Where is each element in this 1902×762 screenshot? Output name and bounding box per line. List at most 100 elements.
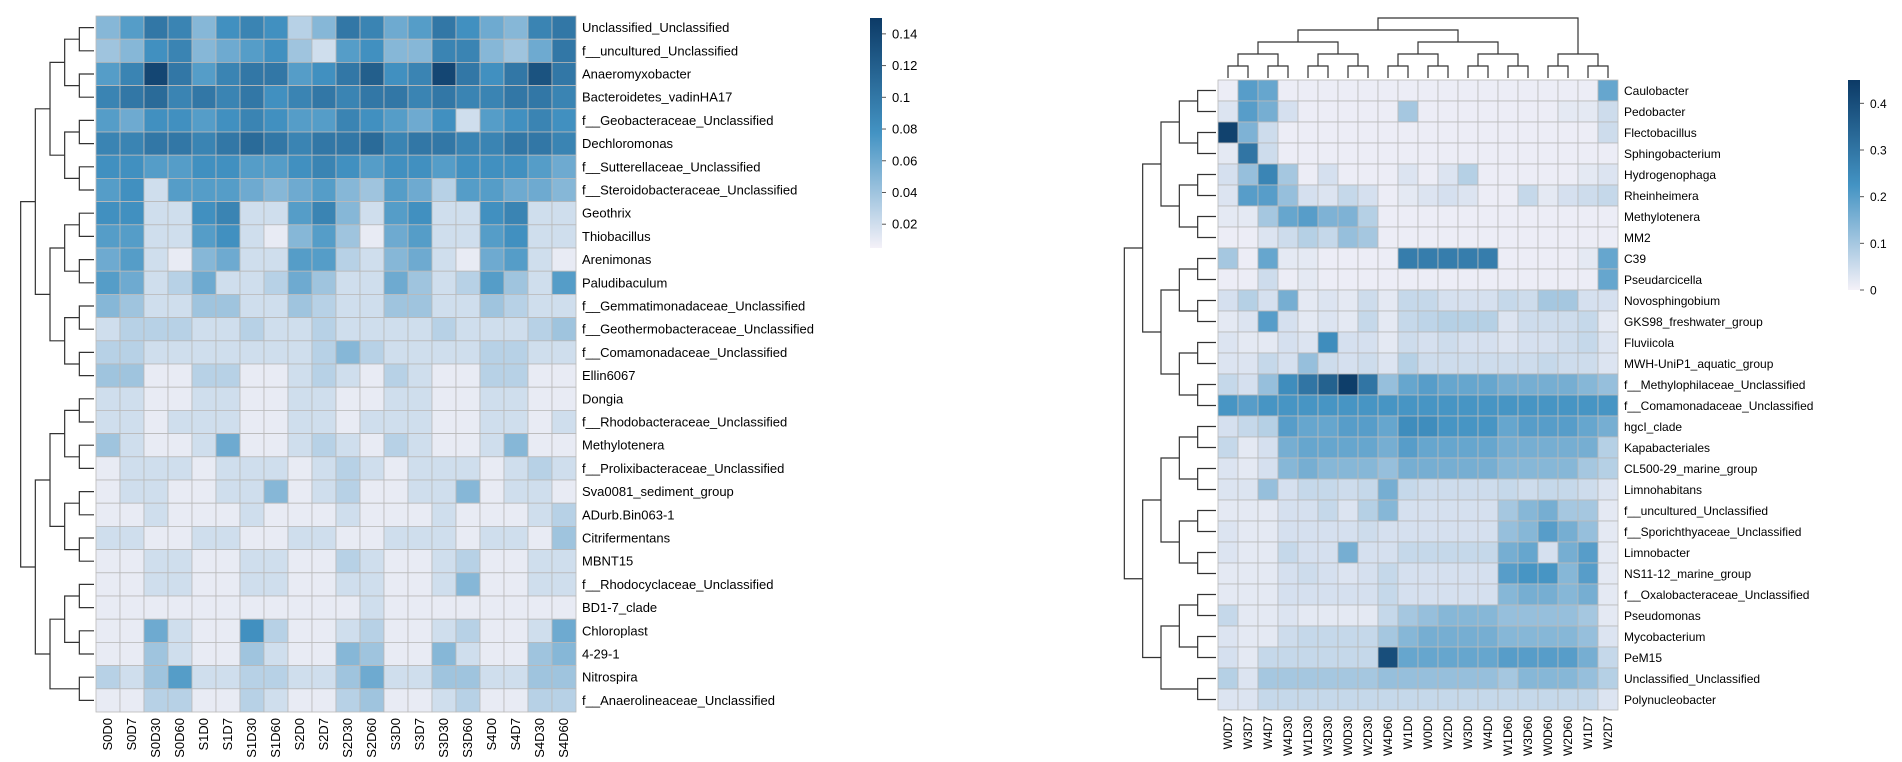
r-cell-fluviicola-w0d0: [1417, 331, 1439, 354]
r-cell-f-uncultured-unclassified-w1d7: [1577, 499, 1599, 522]
l-colorbar-tick-label-2: 0.06: [892, 153, 917, 168]
l-cell-adurb-bin063-1-s0d0: [95, 502, 121, 527]
r-cell-f-sporichthyaceae-unclassified-w0d7: [1217, 520, 1239, 543]
r-cell-pseudomonas-w2d60: [1557, 604, 1579, 627]
r-row-dendrogram-branch-12: [1197, 593, 1216, 617]
r-cell-f-uncultured-unclassified-w2d30: [1357, 499, 1379, 522]
r-cell-hgci-clade-w0d30: [1337, 415, 1359, 438]
r-cell-polynucleobacter-w1d30: [1297, 688, 1319, 711]
l-cell-arenimonas-s3d30: [431, 247, 457, 272]
r-cell-cl500-29-marine-group-w2d60: [1557, 457, 1579, 480]
l-cell-chloroplast-s2d0: [287, 618, 313, 643]
l-cell-thiobacillus-s2d7: [311, 224, 337, 249]
l-cell-citrifermentans-s1d7: [215, 526, 241, 551]
l-cell-dechloromonas-s2d7: [311, 131, 337, 156]
l-cell-paludibaculum-s0d60: [167, 270, 193, 295]
l-cell-f-uncultured-unclassified-s4d0: [479, 38, 505, 63]
l-row-dendrogram-branch-5: [78, 259, 94, 284]
l-cell-f-geothermobacteraceae-unclassified-s2d60: [359, 317, 385, 342]
l-cell-f-sutterellaceae-unclassified-s0d7: [119, 154, 145, 179]
l-cell-sva0081-sediment-group-s0d60: [167, 479, 193, 504]
l-cell-f-geobacteraceae-unclassified-s2d60: [359, 108, 385, 133]
r-cell-sphingobacterium-w2d7: [1597, 142, 1619, 165]
r-cell-sphingobacterium-w4d30: [1277, 142, 1299, 165]
l-cell-f-steroidobacteraceae-unclassified-s1d60: [263, 177, 289, 202]
r-cell-polynucleobacter-w1d7: [1577, 688, 1599, 711]
l-cell-dechloromonas-s4d60: [551, 131, 577, 156]
r-cell-pem15-w4d30: [1277, 646, 1299, 669]
r-cell-gks98-freshwater-group-w1d7: [1577, 310, 1599, 333]
l-cell-ellin6067-s4d7: [503, 363, 529, 388]
r-cell-cl500-29-marine-group-w4d60: [1377, 457, 1399, 480]
l-cell-geothrix-s2d30: [335, 201, 361, 226]
r-cell-f-sporichthyaceae-unclassified-w1d0: [1397, 520, 1419, 543]
r-cell-ns11-12-marine-group-w2d0: [1437, 562, 1459, 585]
r-cell-novosphingobium-w4d0: [1477, 289, 1499, 312]
r-cell-limnobacter-w0d30: [1337, 541, 1359, 564]
l-cell-f-anaerolineaceae-unclassified-s3d7: [407, 688, 433, 713]
l-cell-f-rhodobacteraceae-unclassified-s4d0: [479, 409, 505, 434]
r-cell-hydrogenophaga-w1d30: [1297, 163, 1319, 186]
r-row-dendrogram-branch-17: [1178, 268, 1198, 312]
r-cell-ns11-12-marine-group-w4d60: [1377, 562, 1399, 585]
l-cell-f-prolixibacteraceae-unclassified-s3d0: [383, 456, 409, 481]
l-cell-4-29-1-s2d30: [335, 642, 361, 667]
l-cell-f-geothermobacteraceae-unclassified-s1d0: [191, 317, 217, 342]
l-cell-geothrix-s0d7: [119, 201, 145, 226]
r-row-dendrogram-branch-20: [1178, 520, 1198, 564]
r-cell-pem15-w3d0: [1457, 646, 1479, 669]
l-cell-4-29-1-s3d60: [455, 642, 481, 667]
r-cell-f-oxalobacteraceae-unclassified-w3d60: [1517, 583, 1539, 606]
r-cell-gks98-freshwater-group-w1d0: [1397, 310, 1419, 333]
r-cell-unclassified-unclassified-w4d60: [1377, 667, 1399, 690]
r-colorbar-tick-label-4: 0.4: [1870, 97, 1887, 111]
r-cell-mwh-unip1-aquatic-group-w2d30: [1357, 352, 1379, 375]
l-cell-f-rhodobacteraceae-unclassified-s0d7: [119, 409, 145, 434]
r-cell-gks98-freshwater-group-w1d30: [1297, 310, 1319, 333]
l-cell-f-gemmatimonadaceae-unclassified-s2d0: [287, 293, 313, 318]
r-cell-pedobacter-w2d60: [1557, 100, 1579, 123]
r-row-label-f-uncultured-unclassified: f__uncultured_Unclassified: [1624, 504, 1768, 518]
l-row-dendrogram-branch-22: [49, 61, 65, 156]
l-cell-f-uncultured-unclassified-s2d0: [287, 38, 313, 63]
r-row-label-rheinheimera: Rheinheimera: [1624, 189, 1699, 203]
r-row-dendrogram-branch-24: [1160, 457, 1180, 543]
r-cell-fluviicola-w0d60: [1537, 331, 1559, 354]
r-cell-pseudomonas-w3d30: [1317, 604, 1339, 627]
l-cell-f-geobacteraceae-unclassified-s3d0: [383, 108, 409, 133]
l-cell-citrifermentans-s4d7: [503, 526, 529, 551]
r-cell-rheinheimera-w0d60: [1537, 184, 1559, 207]
l-cell-f-geothermobacteraceae-unclassified-s0d0: [95, 317, 121, 342]
r-cell-limnohabitans-w3d30: [1317, 478, 1339, 501]
l-row-label-geothrix: Geothrix: [582, 206, 632, 221]
l-cell-citrifermentans-s2d60: [359, 526, 385, 551]
l-cell-adurb-bin063-1-s2d7: [311, 502, 337, 527]
r-cell-mwh-unip1-aquatic-group-w4d0: [1477, 352, 1499, 375]
l-cell-f-prolixibacteraceae-unclassified-s0d0: [95, 456, 121, 481]
l-cell-bacteroidetes-vadinha17-s3d60: [455, 85, 481, 110]
r-cell-mycobacterium-w4d0: [1477, 625, 1499, 648]
l-row-label-adurb-bin063-1: ADurb.Bin063-1: [582, 507, 675, 522]
r-cell-pseudomonas-w1d60: [1497, 604, 1519, 627]
r-cell-f-uncultured-unclassified-w0d0: [1417, 499, 1439, 522]
r-col-dendrogram-branch-9: [1587, 65, 1609, 78]
l-cell-dechloromonas-s4d30: [527, 131, 553, 156]
r-cell-limnobacter-w1d30: [1297, 541, 1319, 564]
l-row-label-4-29-1: 4-29-1: [582, 647, 620, 662]
l-cell-bd1-7-clade-s0d30: [143, 595, 169, 620]
r-row-label-kapabacteriales: Kapabacteriales: [1624, 441, 1710, 455]
l-row-dendrogram-branch-14: [78, 676, 94, 701]
l-col-label-s2d7: S2D7: [316, 718, 331, 751]
r-cell-kapabacteriales-w2d30: [1357, 436, 1379, 459]
r-cell-mwh-unip1-aquatic-group-w1d60: [1497, 352, 1519, 375]
r-col-label-w2d30: W2D30: [1361, 716, 1375, 756]
r-cell-f-oxalobacteraceae-unclassified-w3d30: [1317, 583, 1339, 606]
l-cell-f-sutterellaceae-unclassified-s0d60: [167, 154, 193, 179]
l-cell-f-rhodocyclaceae-unclassified-s2d30: [335, 572, 361, 597]
r-cell-c39-w1d60: [1497, 247, 1519, 270]
r-cell-limnobacter-w2d7: [1597, 541, 1619, 564]
r-cell-f-sporichthyaceae-unclassified-w4d30: [1277, 520, 1299, 543]
r-cell-ns11-12-marine-group-w4d7: [1257, 562, 1279, 585]
l-cell-f-uncultured-unclassified-s3d60: [455, 38, 481, 63]
r-cell-limnohabitans-w0d60: [1537, 478, 1559, 501]
